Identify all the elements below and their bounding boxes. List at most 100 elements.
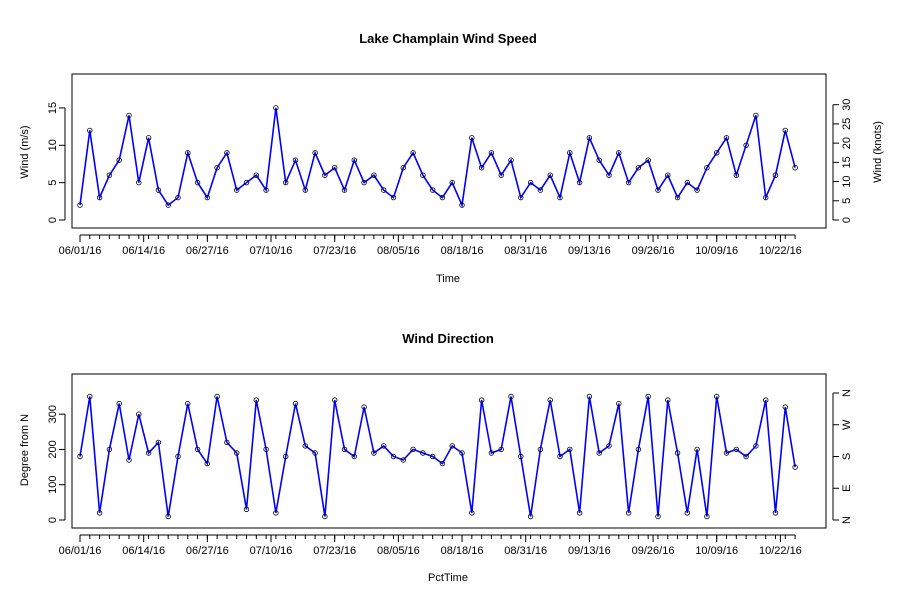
data-point — [77, 453, 83, 460]
data-point — [214, 393, 220, 400]
data-point — [410, 446, 416, 453]
data-point — [459, 202, 465, 208]
data-point — [185, 150, 191, 156]
data-point — [772, 510, 779, 516]
data-point — [606, 443, 612, 449]
data-point — [341, 187, 348, 193]
x-tick-label: 08/05/16 — [377, 545, 420, 557]
data-point — [645, 393, 651, 400]
data-point — [684, 510, 690, 516]
data-point — [714, 150, 720, 156]
data-point — [606, 172, 612, 178]
right-tick-label: 0 — [841, 217, 853, 223]
x-tick-label: 06/01/16 — [59, 545, 102, 557]
x-tick-label: 06/27/16 — [186, 545, 229, 557]
data-point — [743, 142, 749, 148]
data-point — [106, 172, 113, 178]
data-point — [527, 179, 534, 186]
data-point — [214, 164, 220, 171]
data-point — [283, 453, 289, 460]
data-point — [537, 446, 544, 453]
data-point — [155, 439, 162, 446]
data-point — [273, 510, 279, 516]
right-tick-label: W — [841, 419, 853, 430]
x-axis-label-direction: PctTime — [428, 572, 468, 584]
data-point — [596, 450, 602, 456]
data-point — [557, 194, 563, 201]
data-point — [322, 172, 328, 178]
data-point — [224, 150, 230, 156]
data-point — [586, 135, 593, 141]
data-point — [400, 457, 406, 463]
x-axis-label-speed: Time — [436, 273, 460, 285]
right-tick-label: 10 — [841, 175, 853, 187]
right-tick-label: 5 — [841, 198, 853, 204]
data-point — [381, 187, 387, 193]
data-point — [498, 446, 504, 453]
y-tick-label: 100 — [47, 476, 59, 494]
data-point — [77, 202, 83, 208]
data-point — [723, 135, 730, 141]
data-point — [469, 135, 475, 141]
data-point — [243, 179, 250, 186]
data-point — [733, 446, 739, 453]
data-point — [655, 513, 661, 520]
data-point — [694, 446, 700, 453]
data-point — [332, 397, 338, 403]
right-tick-label: N — [841, 516, 853, 524]
data-point — [175, 453, 181, 460]
data-point — [126, 457, 132, 463]
data-point — [361, 404, 367, 410]
data-point — [165, 202, 171, 208]
data-point — [224, 439, 230, 446]
data-point — [635, 446, 642, 453]
data-point — [488, 150, 495, 156]
data-point — [625, 179, 632, 186]
y-tick-label: 0 — [47, 217, 59, 223]
data-point — [204, 194, 210, 201]
x-tick-label: 08/18/16 — [441, 545, 484, 557]
y-axis-label-direction: Degree from N — [19, 414, 31, 486]
data-point — [547, 397, 553, 403]
data-point — [351, 453, 357, 460]
y-tick-label: 5 — [47, 180, 59, 186]
y-tick-label: 10 — [47, 139, 59, 151]
data-point — [723, 450, 730, 456]
data-point — [292, 157, 299, 163]
data-point — [145, 135, 152, 141]
data-point — [204, 460, 210, 467]
data-point — [390, 194, 397, 201]
data-point — [772, 172, 779, 178]
x-tick-label: 08/05/16 — [377, 245, 420, 257]
data-point — [233, 187, 240, 193]
data-point — [283, 179, 289, 186]
data-point — [273, 105, 279, 111]
data-point — [96, 194, 103, 201]
x-tick-label: 06/01/16 — [59, 245, 102, 257]
data-point — [430, 187, 436, 193]
data-point — [743, 453, 749, 460]
y-tick-label: 300 — [47, 405, 59, 423]
data-point — [116, 400, 122, 407]
x-tick-label: 08/31/16 — [504, 245, 547, 257]
data-point — [547, 172, 553, 178]
right-tick-label: 25 — [841, 118, 853, 130]
data-point — [116, 157, 122, 163]
data-point — [518, 453, 524, 460]
data-point — [498, 172, 504, 178]
data-point — [371, 172, 377, 178]
data-point — [616, 400, 622, 407]
series-line — [79, 107, 796, 208]
data-point — [704, 513, 710, 520]
data-point — [145, 450, 152, 456]
x-tick-label: 06/14/16 — [122, 545, 165, 557]
data-point — [684, 179, 690, 186]
data-point — [165, 513, 171, 520]
plot-frame-speed — [71, 73, 827, 229]
data-point — [292, 400, 299, 407]
data-point — [674, 450, 681, 456]
data-point — [616, 150, 622, 156]
chart-title-direction: Wind Direction — [402, 331, 494, 346]
plot-frame-direction — [71, 373, 827, 529]
